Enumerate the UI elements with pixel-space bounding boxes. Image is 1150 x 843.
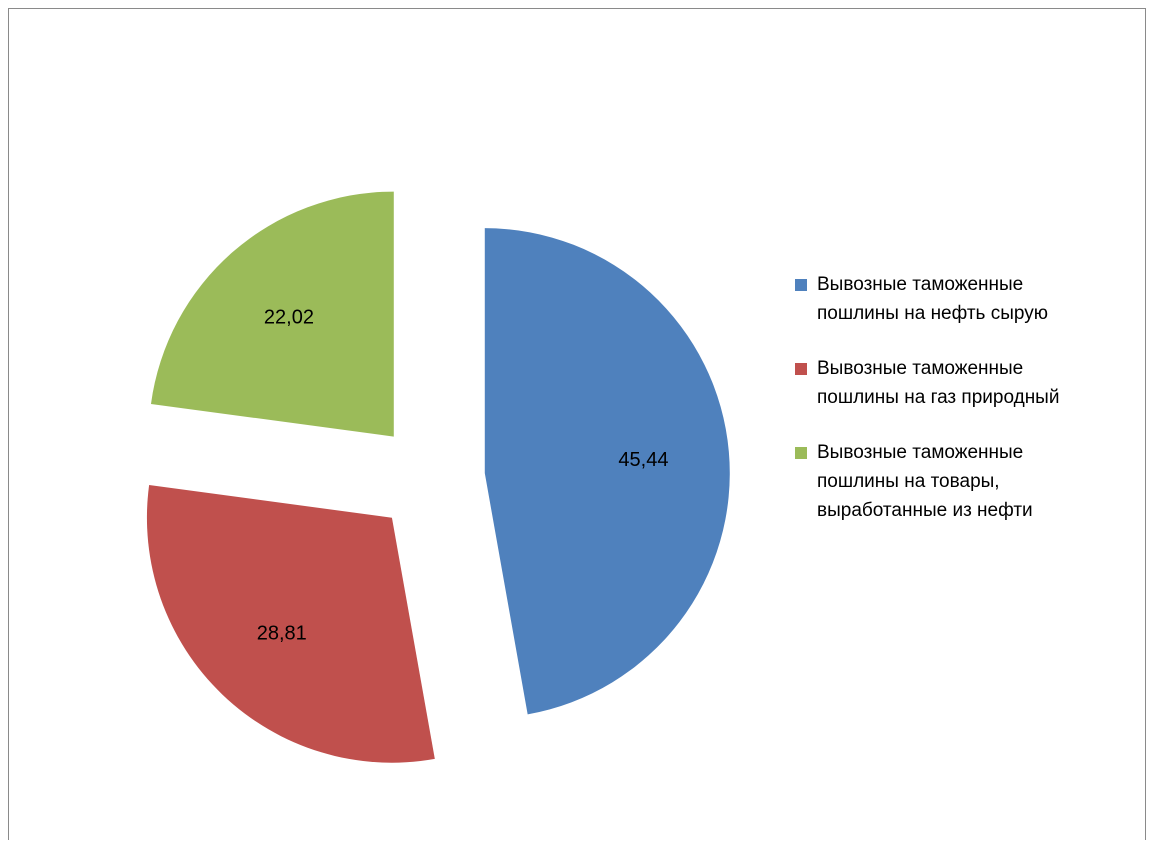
- data-label-2: 22,02: [264, 307, 314, 329]
- pie-slice-1: [146, 485, 435, 763]
- legend-label: Вывозные таможенные пошлины на нефть сыру…: [817, 274, 1048, 324]
- legend-swatch: [795, 279, 807, 291]
- legend-item-1: Вывозные таможенные пошлины на газ природ…: [795, 354, 1145, 412]
- data-label-1: 28,81: [257, 623, 307, 645]
- legend-label: Вывозные таможенные пошлины на товары, выр…: [817, 442, 1033, 521]
- pie-slice-2: [150, 191, 394, 437]
- data-label-0: 45,44: [618, 449, 668, 471]
- legend-item-0: Вывозные таможенные пошлины на нефть сыру…: [795, 270, 1145, 328]
- pie-slice-0: [484, 228, 730, 715]
- legend-item-2: Вывозные таможенные пошлины на товары, выр…: [795, 438, 1145, 525]
- legend-swatch: [795, 447, 807, 459]
- legend-swatch: [795, 363, 807, 375]
- legend-label: Вывозные таможенные пошлины на газ природ…: [817, 358, 1060, 408]
- legend: Вывозные таможенные пошлины на нефть сыру…: [795, 270, 1145, 551]
